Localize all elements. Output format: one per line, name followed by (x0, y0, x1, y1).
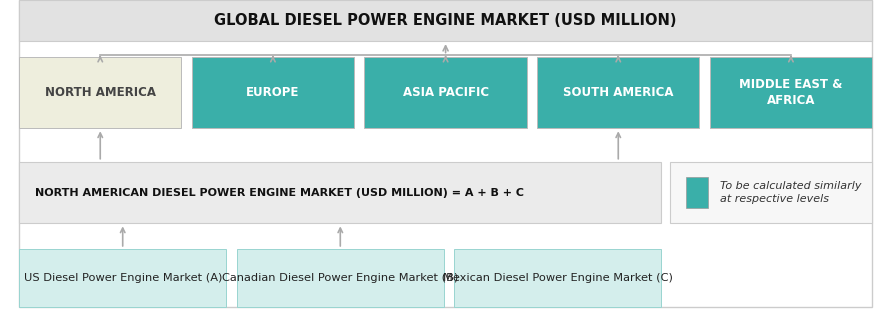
Text: MIDDLE EAST &
AFRICA: MIDDLE EAST & AFRICA (738, 78, 841, 107)
Bar (19, 162, 661, 223)
Text: ASIA PACIFIC: ASIA PACIFIC (402, 86, 488, 99)
Text: To be calculated similarly
at respective levels: To be calculated similarly at respective… (719, 181, 861, 204)
Text: EUROPE: EUROPE (246, 86, 299, 99)
Text: NORTH AMERICA: NORTH AMERICA (45, 86, 156, 99)
Bar (191, 57, 354, 128)
Bar (19, 249, 226, 307)
Bar (685, 177, 707, 209)
Text: GLOBAL DIESEL POWER ENGINE MARKET (USD MILLION): GLOBAL DIESEL POWER ENGINE MARKET (USD M… (214, 13, 676, 28)
Bar (237, 249, 443, 307)
Bar (709, 57, 871, 128)
Text: Mexican Diesel Power Engine Market (C): Mexican Diesel Power Engine Market (C) (443, 273, 672, 283)
Text: NORTH AMERICAN DIESEL POWER ENGINE MARKET (USD MILLION) = A + B + C: NORTH AMERICAN DIESEL POWER ENGINE MARKE… (35, 188, 523, 197)
Text: US Diesel Power Engine Market (A): US Diesel Power Engine Market (A) (23, 273, 222, 283)
Bar (19, 57, 181, 128)
Bar (536, 57, 698, 128)
Bar (454, 249, 661, 307)
Bar (19, 0, 871, 41)
Text: Canadian Diesel Power Engine Market (B): Canadian Diesel Power Engine Market (B) (222, 273, 458, 283)
Bar (670, 162, 871, 223)
Bar (364, 57, 526, 128)
Text: SOUTH AMERICA: SOUTH AMERICA (562, 86, 673, 99)
